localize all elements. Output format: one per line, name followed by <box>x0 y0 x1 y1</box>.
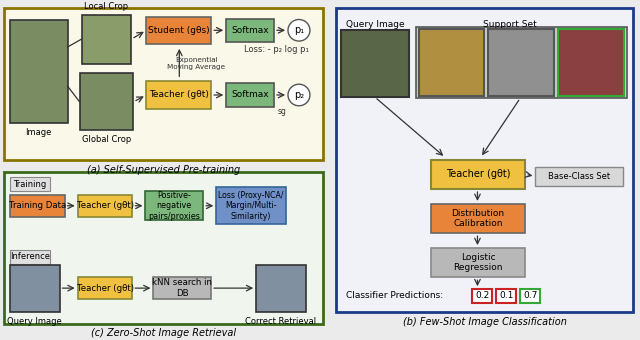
FancyBboxPatch shape <box>77 277 132 299</box>
FancyBboxPatch shape <box>10 250 50 264</box>
FancyBboxPatch shape <box>488 29 554 96</box>
FancyBboxPatch shape <box>77 195 132 217</box>
FancyBboxPatch shape <box>154 277 211 299</box>
Text: Loss (Proxy-NCA/
Margin/Multi-
Similarity): Loss (Proxy-NCA/ Margin/Multi- Similarit… <box>218 191 284 221</box>
Text: (c) Zero-Shot Image Retrieval: (c) Zero-Shot Image Retrieval <box>91 328 236 338</box>
Text: Student (gθs): Student (gθs) <box>148 26 210 35</box>
FancyBboxPatch shape <box>10 195 65 217</box>
FancyBboxPatch shape <box>336 8 633 312</box>
FancyBboxPatch shape <box>81 15 131 64</box>
FancyBboxPatch shape <box>145 191 204 220</box>
FancyBboxPatch shape <box>4 8 323 160</box>
Text: Softmax: Softmax <box>231 90 269 100</box>
Circle shape <box>288 84 310 106</box>
FancyBboxPatch shape <box>520 289 540 303</box>
FancyBboxPatch shape <box>535 167 623 186</box>
FancyBboxPatch shape <box>431 204 525 233</box>
Text: (a) Self-Supervised Pre-training: (a) Self-Supervised Pre-training <box>86 165 240 175</box>
FancyBboxPatch shape <box>419 29 484 96</box>
Text: Base-Class Set: Base-Class Set <box>548 172 610 181</box>
Text: Local Crop: Local Crop <box>84 2 129 11</box>
FancyBboxPatch shape <box>497 289 516 303</box>
Text: kNN search in
DB: kNN search in DB <box>152 278 212 298</box>
FancyBboxPatch shape <box>415 27 627 98</box>
FancyBboxPatch shape <box>10 177 50 191</box>
FancyBboxPatch shape <box>431 160 525 189</box>
FancyBboxPatch shape <box>4 172 323 324</box>
Text: Image: Image <box>26 128 52 137</box>
Text: Teacher (gθt): Teacher (gθt) <box>445 169 510 180</box>
Text: Training Data: Training Data <box>8 201 66 210</box>
Text: Classifier Predictions:: Classifier Predictions: <box>346 291 443 301</box>
Text: sg: sg <box>278 107 287 116</box>
Text: 0.7: 0.7 <box>523 291 538 301</box>
FancyBboxPatch shape <box>147 81 211 109</box>
Text: Inference: Inference <box>10 252 50 261</box>
Text: Teacher (gθt): Teacher (gθt) <box>149 90 209 100</box>
FancyBboxPatch shape <box>472 289 492 303</box>
Text: p₁: p₁ <box>294 25 304 35</box>
Text: p₂: p₂ <box>294 90 304 100</box>
FancyBboxPatch shape <box>226 18 274 42</box>
Text: Teacher (gθt): Teacher (gθt) <box>77 284 134 293</box>
Text: Query Image: Query Image <box>346 20 405 30</box>
FancyBboxPatch shape <box>341 30 409 97</box>
Text: Training: Training <box>13 180 46 189</box>
Text: (b) Few-Shot Image Classification: (b) Few-Shot Image Classification <box>403 317 566 326</box>
Text: 0.2: 0.2 <box>476 291 490 301</box>
Text: Query Image: Query Image <box>7 317 62 326</box>
FancyBboxPatch shape <box>431 248 525 277</box>
Text: 0.1: 0.1 <box>499 291 513 301</box>
Text: Correct Retrieval: Correct Retrieval <box>246 317 317 326</box>
FancyBboxPatch shape <box>10 265 60 312</box>
Circle shape <box>288 19 310 41</box>
Text: Positive-
negative
pairs/proxies: Positive- negative pairs/proxies <box>148 191 200 221</box>
Text: Exponential
Moving Average: Exponential Moving Average <box>167 57 225 70</box>
FancyBboxPatch shape <box>216 187 286 224</box>
FancyBboxPatch shape <box>256 265 306 312</box>
Text: Global Crop: Global Crop <box>82 135 131 144</box>
FancyBboxPatch shape <box>147 17 211 44</box>
FancyBboxPatch shape <box>10 20 68 123</box>
FancyBboxPatch shape <box>558 29 624 96</box>
Text: Loss: - p₂ log p₁: Loss: - p₂ log p₁ <box>244 46 309 54</box>
Text: Support Set: Support Set <box>483 20 537 30</box>
FancyBboxPatch shape <box>226 83 274 107</box>
Text: Teacher (gθt): Teacher (gθt) <box>77 201 134 210</box>
Text: Distribution
Calibration: Distribution Calibration <box>451 209 504 228</box>
Text: Softmax: Softmax <box>231 26 269 35</box>
Text: Logistic
Regression: Logistic Regression <box>453 253 502 272</box>
FancyBboxPatch shape <box>79 73 133 130</box>
